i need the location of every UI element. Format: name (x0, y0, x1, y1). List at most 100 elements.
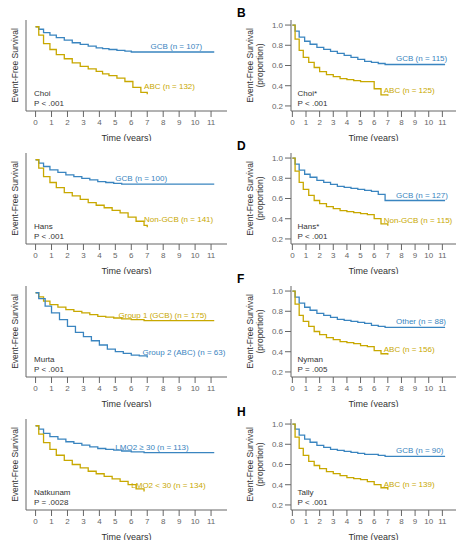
svg-text:10: 10 (191, 384, 200, 393)
svg-text:1.0: 1.0 (272, 420, 284, 429)
svg-text:1: 1 (49, 517, 54, 526)
svg-text:3: 3 (331, 251, 336, 260)
svg-text:Event-Free Survival(proportion: Event-Free Survival(proportion) (245, 161, 265, 236)
svg-text:5: 5 (113, 118, 118, 127)
svg-text:2: 2 (317, 384, 322, 393)
svg-text:1: 1 (49, 384, 54, 393)
svg-text:0.4: 0.4 (272, 348, 284, 357)
svg-text:7: 7 (145, 251, 150, 260)
svg-text:0.4: 0.4 (272, 215, 284, 224)
svg-text:HansP < .001: HansP < .001 (34, 222, 64, 241)
svg-text:6: 6 (129, 118, 134, 127)
svg-text:ABC (n = 156): ABC (n = 156) (384, 345, 435, 354)
svg-text:GCB (n = 107): GCB (n = 107) (150, 42, 202, 51)
svg-text:TallyP < .001: TallyP < .001 (298, 488, 328, 507)
svg-text:4: 4 (97, 384, 102, 393)
svg-text:Time (years): Time (years) (101, 532, 151, 540)
svg-text:2: 2 (317, 251, 322, 260)
svg-text:0: 0 (290, 517, 295, 526)
svg-text:2: 2 (65, 118, 70, 127)
svg-text:2: 2 (65, 251, 70, 260)
svg-text:0: 0 (290, 118, 295, 127)
svg-text:1: 1 (304, 251, 309, 260)
svg-text:2: 2 (317, 118, 322, 127)
svg-text:GCB (n = 90): GCB (n = 90) (396, 446, 444, 455)
svg-text:1.0: 1.0 (272, 154, 284, 163)
svg-text:LMO2 ≥ 30 (n = 113): LMO2 ≥ 30 (n = 113) (115, 443, 189, 452)
svg-text:0.6: 0.6 (272, 327, 284, 336)
svg-text:3: 3 (331, 517, 336, 526)
svg-text:Event-Free Survival: Event-Free Survival (10, 294, 20, 369)
svg-text:1: 1 (49, 118, 54, 127)
svg-text:6: 6 (372, 517, 377, 526)
svg-text:3: 3 (81, 384, 86, 393)
svg-text:MurtaP < .001: MurtaP < .001 (34, 355, 64, 374)
svg-text:Event-Free Survival: Event-Free Survival (10, 161, 20, 236)
svg-text:1: 1 (304, 384, 309, 393)
svg-text:10: 10 (424, 384, 433, 393)
svg-text:11: 11 (438, 118, 447, 127)
svg-text:9: 9 (413, 384, 418, 393)
svg-text:0.2: 0.2 (272, 368, 284, 377)
svg-text:3: 3 (81, 118, 86, 127)
svg-text:2: 2 (317, 517, 322, 526)
svg-text:LMO2 < 30 (n = 134): LMO2 < 30 (n = 134) (131, 481, 206, 490)
svg-text:1: 1 (304, 517, 309, 526)
svg-text:5: 5 (358, 384, 363, 393)
svg-text:Time (years): Time (years) (348, 133, 398, 141)
svg-text:4: 4 (97, 251, 102, 260)
svg-text:5: 5 (113, 517, 118, 526)
svg-text:Non-GCB (n = 115): Non-GCB (n = 115) (384, 216, 453, 225)
svg-text:7: 7 (386, 517, 391, 526)
svg-text:4: 4 (345, 517, 350, 526)
svg-text:1.0: 1.0 (272, 21, 284, 30)
svg-text:0.4: 0.4 (272, 82, 284, 91)
svg-text:Time (years): Time (years) (101, 399, 151, 407)
svg-text:1.0: 1.0 (272, 287, 284, 296)
svg-text:7: 7 (386, 118, 391, 127)
svg-text:6: 6 (372, 251, 377, 260)
svg-text:10: 10 (191, 517, 200, 526)
svg-text:10: 10 (424, 517, 433, 526)
svg-text:4: 4 (345, 384, 350, 393)
svg-text:0.4: 0.4 (272, 481, 284, 490)
svg-text:10: 10 (424, 118, 433, 127)
svg-text:11: 11 (438, 251, 447, 260)
svg-text:Time (years): Time (years) (101, 133, 151, 141)
svg-text:4: 4 (345, 118, 350, 127)
svg-text:9: 9 (413, 251, 418, 260)
svg-text:8: 8 (399, 384, 404, 393)
svg-text:11: 11 (207, 118, 216, 127)
svg-text:0: 0 (33, 517, 38, 526)
svg-text:GCB (n = 127): GCB (n = 127) (396, 191, 448, 200)
svg-text:Event-Free Survival: Event-Free Survival (10, 427, 20, 502)
svg-text:11: 11 (207, 251, 216, 260)
svg-text:10: 10 (424, 251, 433, 260)
svg-text:0.2: 0.2 (272, 501, 284, 510)
svg-text:0.6: 0.6 (272, 460, 284, 469)
svg-text:6: 6 (129, 517, 134, 526)
svg-text:Group 2 (ABC) (n = 63): Group 2 (ABC) (n = 63) (142, 348, 225, 357)
svg-text:Non-GCB (n = 141): Non-GCB (n = 141) (144, 215, 213, 224)
svg-text:9: 9 (177, 251, 182, 260)
svg-text:5: 5 (358, 517, 363, 526)
svg-text:8: 8 (399, 118, 404, 127)
svg-text:4: 4 (97, 118, 102, 127)
svg-text:11: 11 (207, 384, 216, 393)
svg-text:6: 6 (129, 384, 134, 393)
svg-text:11: 11 (207, 517, 216, 526)
svg-text:0.6: 0.6 (272, 61, 284, 70)
svg-text:11: 11 (438, 517, 447, 526)
svg-text:8: 8 (161, 384, 166, 393)
svg-text:5: 5 (113, 384, 118, 393)
svg-text:Time (years): Time (years) (348, 266, 398, 274)
svg-text:9: 9 (177, 118, 182, 127)
svg-text:NymanP = .005: NymanP = .005 (298, 355, 328, 374)
svg-text:6: 6 (372, 384, 377, 393)
svg-text:0.8: 0.8 (272, 307, 284, 316)
svg-text:2: 2 (65, 384, 70, 393)
svg-text:0.8: 0.8 (272, 440, 284, 449)
svg-text:Other (n = 88): Other (n = 88) (396, 317, 446, 326)
svg-text:GCB (n = 115): GCB (n = 115) (396, 54, 448, 63)
svg-text:5: 5 (113, 251, 118, 260)
